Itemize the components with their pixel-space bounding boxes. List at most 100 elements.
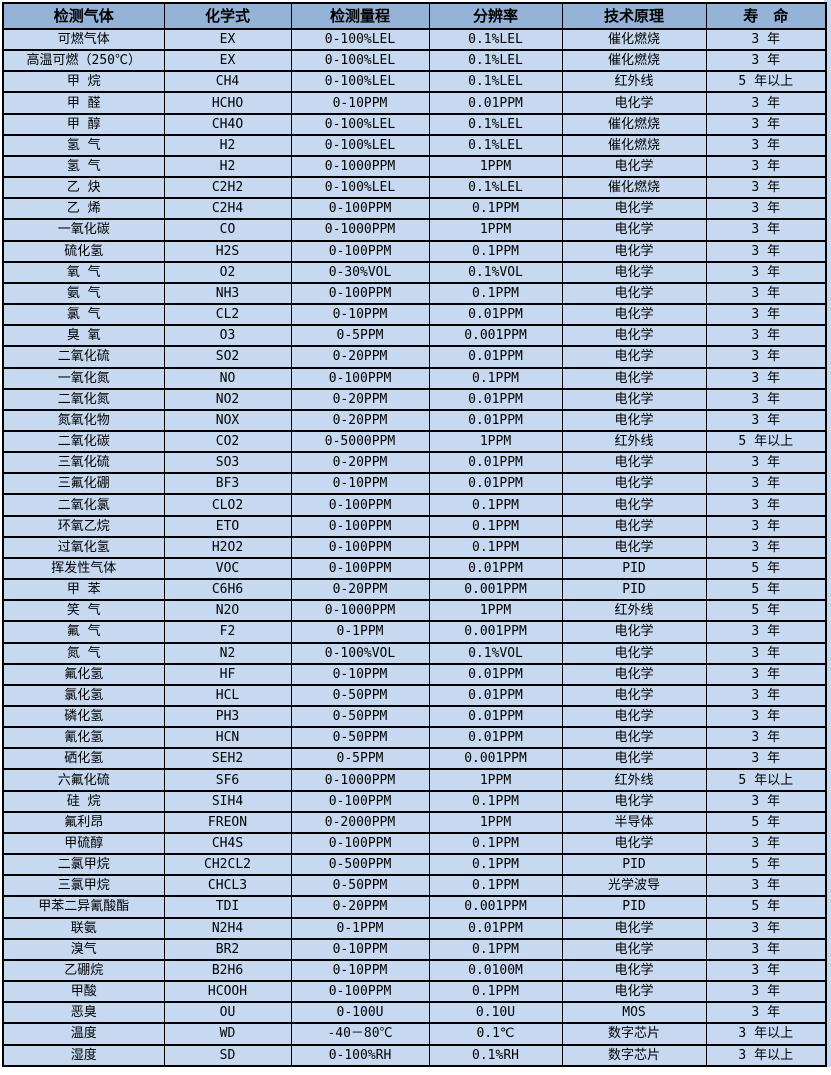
table-cell: SD bbox=[163, 1043, 292, 1067]
table-cell: SO3 bbox=[163, 451, 292, 475]
table-cell: CH4 bbox=[163, 70, 292, 94]
table-cell: 红外线 bbox=[561, 429, 707, 454]
table-cell: H2O2 bbox=[163, 535, 292, 559]
table-cell: 电化学 bbox=[561, 683, 707, 708]
table-cell: 5 年以上 bbox=[705, 70, 827, 94]
table-cell: 光学波导 bbox=[561, 874, 707, 898]
table-row: 可燃气体 EX 0-100%LEL 0.1%LEL 催化燃烧 3 年 bbox=[2, 27, 827, 52]
table-cell: 电化学 bbox=[561, 641, 707, 665]
table-cell: N2 bbox=[163, 641, 292, 665]
table-cell: 电化学 bbox=[561, 704, 707, 729]
column-header: 寿 命 bbox=[705, 2, 827, 30]
table-cell: 二氧化氯 bbox=[2, 493, 165, 517]
table-cell: 0.1PPM bbox=[428, 281, 563, 306]
table-cell: 3 年 bbox=[705, 958, 827, 983]
table-row: 乙 烯 C2H4 0-100PPM 0.1PPM 电化学 3 年 bbox=[2, 197, 827, 221]
table-row: 氰化氢 HCN 0-50PPM 0.01PPM 电化学 3 年 bbox=[2, 726, 827, 750]
table-cell: 可燃气体 bbox=[2, 27, 165, 52]
table-cell: 5 年 bbox=[705, 853, 827, 877]
table-row: 乙硼烷 B2H6 0-10PPM 0.0100M 电化学 3 年 bbox=[2, 958, 827, 983]
table-cell: 0-10PPM bbox=[290, 91, 430, 115]
table-cell: 0.1PPM bbox=[428, 937, 563, 961]
table-cell: BF3 bbox=[163, 472, 292, 496]
table-cell: 3 年 bbox=[705, 472, 827, 496]
table-cell: 0.1PPM bbox=[428, 366, 563, 390]
table-cell: 0.01PPM bbox=[428, 472, 563, 496]
table-cell: 0.01PPM bbox=[428, 451, 563, 475]
table-row: 氯 气 CL2 0-10PPM 0.01PPM 电化学 3 年 bbox=[2, 303, 827, 327]
table-cell: O2 bbox=[163, 260, 292, 284]
table-row: 磷化氢 PH3 0-50PPM 0.01PPM 电化学 3 年 bbox=[2, 704, 827, 729]
table-cell: CL2 bbox=[163, 303, 292, 327]
table-cell: 0-1000PPM bbox=[290, 768, 430, 792]
table-cell: 3 年 bbox=[705, 535, 827, 559]
table-row: 环氧乙烷 ETO 0-100PPM 0.1PPM 电化学 3 年 bbox=[2, 514, 827, 538]
table-row: 甲苯二异氰酸酯 TDI 0-20PPM 0.001PPM PID 5 年 bbox=[2, 895, 827, 919]
table-cell: 0-500PPM bbox=[290, 853, 430, 877]
table-cell: 一氧化氮 bbox=[2, 366, 165, 390]
table-cell: CO2 bbox=[163, 429, 292, 454]
table-cell: 半导体 bbox=[561, 810, 707, 834]
header-row: 检测气体 化学式 检测量程 分辨率 技术原理寿 命 bbox=[2, 2, 827, 30]
table-cell: 0.01PPM bbox=[428, 387, 563, 411]
table-cell: 0.1PPM bbox=[428, 535, 563, 559]
table-cell: 电化学 bbox=[561, 345, 707, 369]
table-cell: 0-1000PPM bbox=[290, 154, 430, 179]
table-cell: 5 年 bbox=[705, 578, 827, 602]
table-cell: 3 年 bbox=[705, 133, 827, 157]
table-cell: N2O bbox=[163, 599, 292, 623]
table-cell: 电化学 bbox=[561, 937, 707, 961]
table-cell: 0.01PPM bbox=[428, 556, 563, 581]
table-cell: 电化学 bbox=[561, 387, 707, 411]
table-cell: 红外线 bbox=[561, 599, 707, 623]
table-row: 氯化氢 HCL 0-50PPM 0.01PPM 电化学 3 年 bbox=[2, 683, 827, 708]
table-cell: SF6 bbox=[163, 768, 292, 792]
table-cell: 3 年 bbox=[705, 726, 827, 750]
table-row: 臭 氧 O3 0-5PPM 0.001PPM 电化学 3 年 bbox=[2, 324, 827, 348]
table-cell: 催化燃烧 bbox=[561, 133, 707, 157]
right-background-strip bbox=[824, 0, 831, 1067]
table-cell: 溴气 bbox=[2, 937, 165, 961]
table-cell: WD bbox=[163, 1022, 292, 1046]
table-cell: 氨 气 bbox=[2, 281, 165, 306]
table-cell: 0.001PPM bbox=[428, 747, 563, 771]
table-cell: 电化学 bbox=[561, 726, 707, 750]
table-cell: 3 年 bbox=[705, 366, 827, 390]
table-cell: 0.01PPM bbox=[428, 345, 563, 369]
table-row: 联氨 N2H4 0-1PPM 0.01PPM 电化学 3 年 bbox=[2, 916, 827, 940]
table-cell: 0-100PPM bbox=[290, 281, 430, 306]
table-cell: 0.01PPM bbox=[428, 683, 563, 708]
table-row: 氟利昂 FREON 0-2000PPM 1PPM 半导体 5 年 bbox=[2, 810, 827, 834]
table-cell: 催化燃烧 bbox=[561, 49, 707, 73]
table-cell: 电化学 bbox=[561, 281, 707, 306]
table-cell: 挥发性气体 bbox=[2, 556, 165, 581]
table-cell: 0.01PPM bbox=[428, 726, 563, 750]
table-cell: 3 年 bbox=[705, 260, 827, 284]
table-cell: 乙 炔 bbox=[2, 176, 165, 200]
table-cell: 0.1%LEL bbox=[428, 27, 563, 52]
table-cell: 5 年 bbox=[705, 810, 827, 834]
table-cell: 电化学 bbox=[561, 620, 707, 644]
table-cell: ETO bbox=[163, 514, 292, 538]
table-cell: 0-100PPM bbox=[290, 535, 430, 559]
table-cell: 0.1PPM bbox=[428, 853, 563, 877]
table-cell: 氰化氢 bbox=[2, 726, 165, 750]
table-cell: 电化学 bbox=[561, 154, 707, 179]
table-cell: 0.1PPM bbox=[428, 239, 563, 263]
table-cell: HCN bbox=[163, 726, 292, 750]
table-cell: 甲 苯 bbox=[2, 578, 165, 602]
table-cell: F2 bbox=[163, 620, 292, 644]
table-cell: 0-100U bbox=[290, 1001, 430, 1025]
table-cell: 电化学 bbox=[561, 239, 707, 263]
table-cell: 5 年 bbox=[705, 556, 827, 581]
table-cell: 0-10PPM bbox=[290, 662, 430, 686]
table-cell: 0-20PPM bbox=[290, 345, 430, 369]
table-cell: 0-1PPM bbox=[290, 916, 430, 940]
table-cell: 0.1PPM bbox=[428, 980, 563, 1004]
table-cell: 3 年 bbox=[705, 831, 827, 856]
table-cell: 电化学 bbox=[561, 91, 707, 115]
table-row: 甲 苯 C6H6 0-20PPM 0.001PPM PID 5 年 bbox=[2, 578, 827, 602]
table-cell: 3 年 bbox=[705, 154, 827, 179]
table-cell: 电化学 bbox=[561, 218, 707, 242]
table-row: 氟化氢 HF 0-10PPM 0.01PPM 电化学 3 年 bbox=[2, 662, 827, 686]
